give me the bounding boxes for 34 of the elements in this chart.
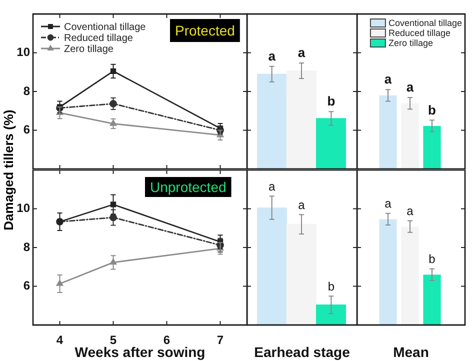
- data-label: b: [328, 279, 335, 294]
- y-tick-label: 8: [23, 240, 30, 254]
- data-label: a: [406, 80, 414, 95]
- x-tick-label: 5: [110, 333, 117, 347]
- legend-label: Reduced tillage: [64, 32, 134, 44]
- legend-label: Zero tillage: [64, 44, 114, 55]
- data-label: b: [327, 94, 336, 109]
- legend-label: Coventional tillage: [64, 22, 146, 33]
- data-label: a: [384, 72, 392, 87]
- annotation: Protected: [174, 22, 235, 38]
- y-tick-label: 10: [16, 45, 30, 60]
- x-tick-label: 7: [216, 333, 224, 347]
- y-tick-label: 8: [23, 84, 30, 98]
- x-tick-label: 4: [56, 333, 64, 347]
- data-label: a: [298, 45, 306, 60]
- x-tick-label: 6: [163, 333, 170, 347]
- y-axis-title: Damaged tillers (%): [1, 108, 17, 232]
- data-label: b: [428, 102, 436, 118]
- y-tick-label: 10: [16, 201, 30, 216]
- y-tick-label: 6: [23, 122, 30, 137]
- data-label: a: [298, 198, 306, 212]
- x-axis-title: Earhead stage: [254, 344, 350, 360]
- legend-label: Zero tillage: [388, 38, 433, 48]
- y-tick-label: 6: [23, 278, 30, 293]
- x-axis-title: Mean: [393, 344, 429, 360]
- annotation: Unprotected: [150, 178, 226, 195]
- legend-label: Coventional tillage: [388, 18, 462, 28]
- data-label: a: [406, 204, 414, 218]
- data-label: a: [384, 196, 392, 211]
- data-label: a: [268, 48, 276, 64]
- data-label: a: [268, 179, 276, 194]
- data-label: b: [428, 252, 436, 266]
- legend-label: Reduced tillage: [388, 28, 450, 38]
- x-axis-title: Weeks after sowing: [74, 344, 206, 360]
